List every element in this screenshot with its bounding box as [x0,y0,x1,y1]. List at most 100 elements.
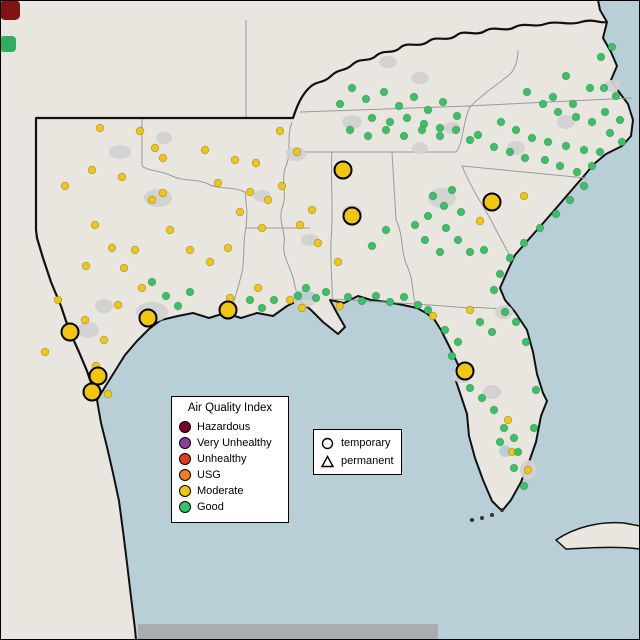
aqi-station-dot[interactable] [99,335,109,345]
aqi-station-dot[interactable] [565,195,575,205]
aqi-station-dot[interactable] [571,112,581,122]
aqi-station-dot[interactable] [440,325,450,335]
aqi-station-dot[interactable] [453,337,463,347]
aqi-station-dot[interactable] [53,295,63,305]
aqi-station-dot[interactable] [205,257,215,267]
aqi-station-dot[interactable] [548,92,558,102]
aqi-station-dot[interactable] [489,285,499,295]
aqi-station-dot[interactable] [394,101,404,111]
aqi-station-dot[interactable] [223,243,233,253]
aqi-station-dot[interactable] [607,42,617,52]
aqi-station-dot[interactable] [428,191,438,201]
aqi-station-dot[interactable] [435,247,445,257]
aqi-station-dot[interactable] [572,167,582,177]
aqi-station-dot[interactable] [477,393,487,403]
aqi-station-dot[interactable] [423,105,433,115]
aqi-station-dot[interactable] [420,235,430,245]
aqi-station-dot[interactable] [158,153,168,163]
aqi-station-dot[interactable] [487,327,497,337]
aqi-station-dot[interactable] [595,147,605,157]
aqi-station-dot[interactable] [587,161,597,171]
aqi-station-dot[interactable] [90,220,100,230]
aqi-station-dot[interactable] [185,287,195,297]
aqi-station-dot[interactable] [500,307,510,317]
aqi-station-dot[interactable] [130,245,140,255]
aqi-station-dot[interactable] [345,125,355,135]
aqi-station-dot[interactable] [561,141,571,151]
aqi-station-dot[interactable] [611,91,621,101]
aqi-station-dot[interactable] [335,99,345,109]
aqi-station-dot[interactable] [158,188,168,198]
aqi-station-dot[interactable] [529,423,539,433]
aqi-station-dot[interactable] [435,123,445,133]
aqi-station-dot[interactable] [230,155,240,165]
aqi-station-dot[interactable] [301,283,311,293]
aqi-station-dot[interactable] [245,187,255,197]
aqi-station-dot[interactable] [527,133,537,143]
aqi-station-dot[interactable] [599,83,609,93]
aqi-station-dot[interactable] [538,99,548,109]
aqi-station-dot[interactable] [496,117,506,127]
aqi-station-dot[interactable] [399,292,409,302]
aqi-station-dot[interactable] [587,117,597,127]
aqi-station-dot[interactable] [147,195,157,205]
aqi-station-dot[interactable] [551,209,561,219]
aqi-station-marker-large[interactable] [218,300,238,320]
aqi-station-dot[interactable] [347,83,357,93]
aqi-station-dot[interactable] [568,99,578,109]
aqi-station-dot[interactable] [520,153,530,163]
aqi-station-dot[interactable] [275,126,285,136]
aqi-station-dot[interactable] [453,235,463,245]
aqi-station-dot[interactable] [251,158,261,168]
aqi-station-dot[interactable] [473,130,483,140]
aqi-station-dot[interactable] [363,131,373,141]
aqi-station-dot[interactable] [615,115,625,125]
aqi-station-dot[interactable] [600,107,610,117]
aqi-station-dot[interactable] [367,241,377,251]
aqi-station-dot[interactable] [119,263,129,273]
aqi-station-dot[interactable] [379,87,389,97]
aqi-station-marker-large[interactable] [333,160,353,180]
aqi-station-dot[interactable] [423,211,433,221]
aqi-station-dot[interactable] [505,253,515,263]
aqi-station-dot[interactable] [150,143,160,153]
aqi-station-dot[interactable] [135,126,145,136]
aqi-station-dot[interactable] [410,220,420,230]
aqi-station-marker-large[interactable] [482,192,502,212]
aqi-station-dot[interactable] [489,405,499,415]
aqi-station-dot[interactable] [519,191,529,201]
aqi-station-dot[interactable] [263,195,273,205]
aqi-station-dot[interactable] [402,113,412,123]
aqi-station-dot[interactable] [523,465,533,475]
aqi-station-dot[interactable] [307,205,317,215]
aqi-station-marker-large[interactable] [342,206,362,226]
aqi-station-dot[interactable] [452,111,462,121]
aqi-station-dot[interactable] [81,261,91,271]
aqi-station-dot[interactable] [385,117,395,127]
aqi-station-dot[interactable] [465,135,475,145]
aqi-station-dot[interactable] [511,125,521,135]
aqi-station-dot[interactable] [371,291,381,301]
aqi-station-dot[interactable] [519,238,529,248]
aqi-station-dot[interactable] [60,181,70,191]
aqi-station-dot[interactable] [399,131,409,141]
aqi-station-dot[interactable] [439,201,449,211]
aqi-station-dot[interactable] [447,351,457,361]
aqi-station-dot[interactable] [367,113,377,123]
aqi-station-dot[interactable] [137,283,147,293]
aqi-station-dot[interactable] [555,161,565,171]
aqi-station-dot[interactable] [503,415,513,425]
aqi-station-dot[interactable] [357,296,367,306]
aqi-station-dot[interactable] [579,145,589,155]
aqi-station-dot[interactable] [531,385,541,395]
aqi-station-dot[interactable] [295,220,305,230]
aqi-station-dot[interactable] [495,269,505,279]
aqi-station-dot[interactable] [161,291,171,301]
aqi-station-dot[interactable] [475,216,485,226]
aqi-station-dot[interactable] [385,297,395,307]
aqi-station-dot[interactable] [80,315,90,325]
aqi-station-dot[interactable] [285,295,295,305]
aqi-station-dot[interactable] [535,223,545,233]
aqi-station-dot[interactable] [465,383,475,393]
aqi-station-dot[interactable] [553,107,563,117]
